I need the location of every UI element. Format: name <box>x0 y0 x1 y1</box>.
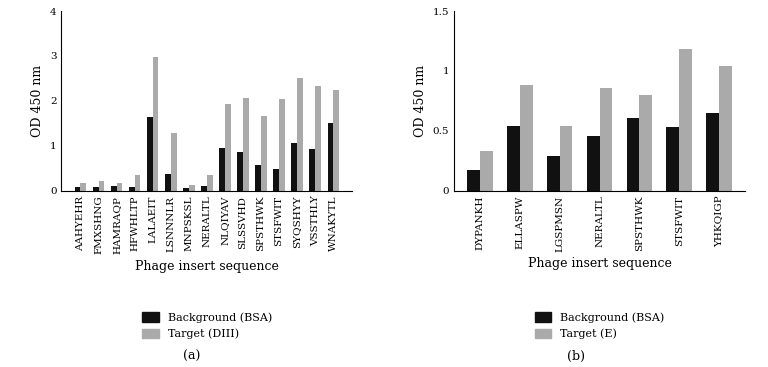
Bar <box>201 186 207 191</box>
Bar <box>560 126 572 191</box>
Bar <box>480 151 493 191</box>
Bar <box>117 183 122 191</box>
Bar <box>93 187 98 191</box>
X-axis label: Phage insert sequence: Phage insert sequence <box>135 260 279 273</box>
Bar <box>189 185 194 191</box>
Bar <box>74 187 81 191</box>
Legend: Background (BSA), Target (DIII): Background (BSA), Target (DIII) <box>137 308 276 344</box>
Bar <box>679 50 692 191</box>
Bar <box>587 136 600 191</box>
X-axis label: Phage insert sequence: Phage insert sequence <box>528 257 671 270</box>
Y-axis label: OD 450 nm: OD 450 nm <box>414 65 427 137</box>
Bar <box>243 98 249 191</box>
Bar <box>707 113 719 191</box>
Bar <box>98 181 104 191</box>
Bar <box>520 86 533 191</box>
Bar <box>170 133 177 191</box>
Bar <box>627 118 639 191</box>
Bar <box>467 170 480 191</box>
Bar <box>291 143 297 191</box>
Bar <box>507 126 520 191</box>
Legend: Background (BSA), Target (E): Background (BSA), Target (E) <box>530 308 669 344</box>
Bar <box>273 169 279 191</box>
Bar <box>225 104 230 191</box>
Bar <box>327 123 333 191</box>
Bar <box>134 175 141 191</box>
Bar <box>183 188 189 191</box>
Bar <box>153 57 158 191</box>
Bar <box>667 127 679 191</box>
Bar <box>639 95 652 191</box>
Bar <box>310 149 315 191</box>
Bar <box>129 187 134 191</box>
Text: (a): (a) <box>184 350 200 363</box>
Bar <box>333 90 339 191</box>
Bar <box>165 174 170 191</box>
Bar <box>81 183 86 191</box>
Bar <box>547 156 560 191</box>
Bar <box>297 77 303 191</box>
Bar <box>719 66 732 191</box>
Bar <box>255 165 261 191</box>
Y-axis label: OD 450 nm: OD 450 nm <box>31 65 45 137</box>
Bar <box>279 99 285 191</box>
Bar <box>219 148 225 191</box>
Bar <box>600 88 612 191</box>
Bar <box>237 152 243 191</box>
Text: (b): (b) <box>567 350 585 363</box>
Bar <box>147 117 153 191</box>
Bar <box>315 86 321 191</box>
Bar <box>207 175 213 191</box>
Bar <box>261 116 266 191</box>
Bar <box>111 186 117 191</box>
